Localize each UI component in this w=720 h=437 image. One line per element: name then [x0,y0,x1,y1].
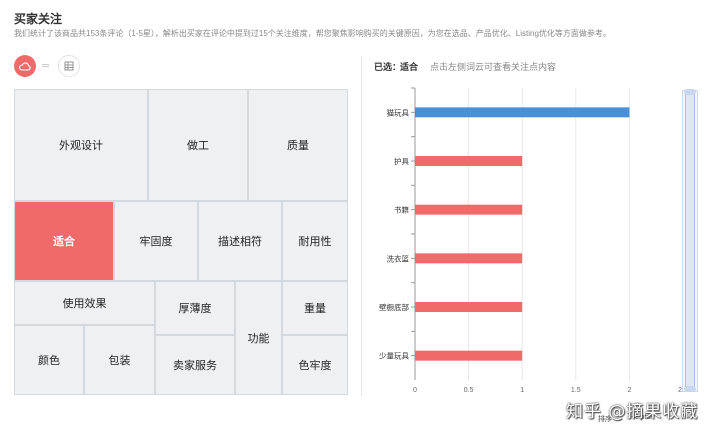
bar [415,156,523,166]
panel-divider [361,56,362,396]
selection-hint: 点击左侧词云可查看关注点内容 [430,62,557,72]
scroll-grip-bottom[interactable] [684,386,696,392]
table-view-button[interactable] [58,55,80,77]
x-tick-label: 1.5 [571,387,581,394]
scroll-grip-top[interactable] [684,89,696,95]
treemap-tile[interactable]: 包装 [85,326,154,394]
x-tick-label: 2.5 [678,387,682,394]
y-category-label: 护具 [394,156,409,166]
treemap-tile[interactable]: 做工 [149,90,247,200]
x-tick-label: 2 [627,387,631,394]
watermark: 知乎 @摘果收藏 [566,402,699,422]
treemap-tile[interactable]: 厚薄度 [156,282,234,334]
view-toggle-separator [42,64,49,67]
page-description: 我们统计了该商品共153条评论（1-5星），解析出买家在评论中提到过15个关注维… [14,29,611,38]
word-cloud-view-button[interactable] [14,55,36,77]
bar [415,107,630,118]
bar [415,253,523,264]
chart-scroll-handle[interactable] [685,90,695,392]
selected-value: 适合 [400,62,419,72]
treemap-tile[interactable]: 描述相符 [199,202,281,280]
cloud-icon [19,61,31,71]
treemap-tile[interactable]: 牢固度 [115,202,197,280]
treemap-tile[interactable]: 耐用性 [283,202,347,280]
keyword-treemap: 外观设计 做工 质量 适合 牢固度 描述相符 耐用性 使用效果 厚薄度 功能 重… [14,89,348,395]
bar [415,204,523,215]
y-category-label: 少量玩具 [379,352,409,361]
bar [415,302,523,312]
x-tick-label: 1 [520,387,524,394]
page-title: 买家关注 [14,12,63,26]
table-icon [64,61,74,71]
y-category-label: 猫玩具 [387,107,410,117]
sort-label: 排序 [598,416,612,423]
treemap-tile[interactable]: 使用效果 [15,282,154,324]
treemap-tile[interactable]: 外观设计 [15,90,147,200]
x-tick-label: 0.5 [464,387,474,394]
sort-value[interactable]: Helpful [630,414,652,421]
treemap-tile[interactable]: 重量 [283,282,347,334]
x-tick-label: 0 [413,387,417,394]
treemap-tile[interactable]: 质量 [249,90,347,200]
y-category-label: 壁橱底部 [379,302,409,312]
y-category-label: 洗衣篮 [387,253,410,263]
treemap-tile[interactable]: 颜色 [15,326,83,394]
treemap-tile[interactable]: 功能 [236,282,281,394]
y-category-label: 书籍 [394,205,409,215]
treemap-tile[interactable]: 色牢度 [283,336,347,394]
treemap-tile-selected[interactable]: 适合 [15,202,113,280]
selected-label: 已选： [374,62,402,72]
treemap-tile[interactable]: 卖家服务 [156,336,234,394]
bar [415,350,523,361]
